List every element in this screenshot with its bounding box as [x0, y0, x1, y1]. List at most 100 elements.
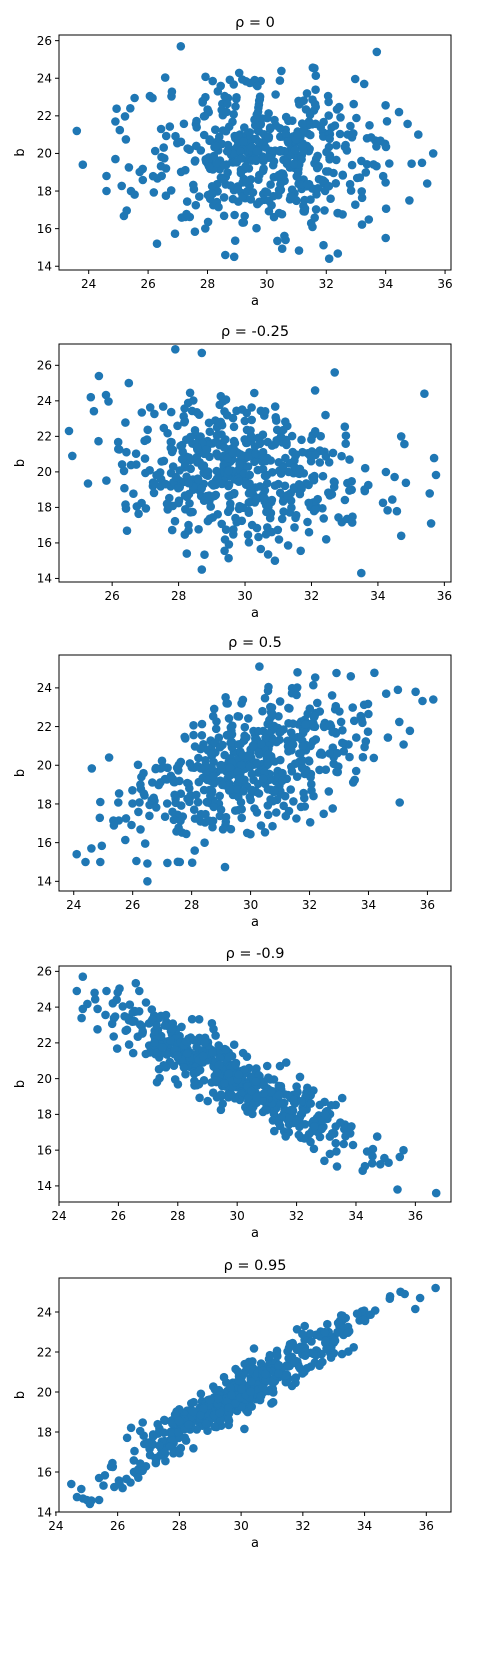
scatter-point: [221, 812, 231, 822]
scatter-point: [208, 76, 217, 86]
scatter-point: [180, 1433, 189, 1442]
scatter-point: [262, 1105, 271, 1115]
scatter-point: [321, 765, 331, 774]
scatter-point: [274, 535, 284, 544]
scatter-point: [161, 1456, 170, 1466]
scatter-point: [211, 1031, 220, 1040]
scatter-point: [310, 213, 320, 222]
scatter-point: [335, 707, 344, 716]
scatter-point: [292, 172, 302, 181]
scatter-point: [292, 683, 302, 692]
scatter-point: [109, 821, 119, 830]
scatter-point: [426, 519, 436, 528]
scatter-point: [209, 704, 219, 714]
scatter-point: [110, 1012, 120, 1021]
scatter-point: [216, 1090, 226, 1099]
scatter-point: [126, 104, 135, 113]
scatter-point: [148, 93, 157, 103]
y-tick-label: 14: [37, 875, 52, 889]
x-tick-label: 36: [437, 589, 452, 603]
scatter-point: [272, 808, 281, 817]
scatter-point: [324, 181, 334, 191]
scatter-point: [182, 549, 192, 558]
scatter-point: [275, 697, 285, 706]
y-tick-label: 22: [37, 1036, 52, 1050]
scatter-point: [240, 123, 249, 132]
scatter-point: [201, 1419, 211, 1429]
scatter-point: [151, 803, 161, 812]
scatter-point: [228, 448, 238, 458]
scatter-point: [179, 1063, 189, 1072]
scatter-point: [115, 125, 125, 135]
scatter-point: [360, 463, 370, 473]
scatter-point: [260, 767, 270, 777]
scatter-point: [78, 160, 88, 169]
scatter-point: [357, 220, 367, 229]
scatter-point: [145, 811, 154, 821]
scatter-point: [131, 978, 141, 988]
scatter-point: [372, 1132, 382, 1141]
scatter-point: [173, 1080, 183, 1089]
scatter-point: [309, 680, 318, 690]
y-tick-label: 20: [37, 1385, 52, 1399]
scatter-point: [194, 1015, 204, 1024]
scatter-point: [108, 1458, 117, 1468]
scatter-point: [216, 761, 225, 770]
scatter-point: [326, 194, 335, 203]
scatter-point: [313, 151, 322, 161]
scatter-point: [229, 110, 238, 119]
scatter-point: [174, 760, 184, 770]
scatter-point: [181, 505, 190, 514]
scatter-point: [270, 556, 280, 565]
x-tick-label: 26: [111, 1209, 126, 1223]
scatter-point: [94, 1495, 104, 1505]
scatter-point: [160, 73, 170, 82]
scatter-point: [165, 1442, 175, 1451]
scatter-point: [159, 143, 168, 152]
scatter-point: [231, 1060, 240, 1070]
scatter-point: [245, 479, 254, 488]
scatter-point: [77, 1484, 86, 1494]
scatter-point: [378, 498, 388, 508]
scatter-point: [140, 454, 150, 463]
scatter-point: [211, 125, 220, 134]
scatter-point: [348, 1140, 358, 1150]
x-tick-label: 32: [304, 589, 319, 603]
scatter-point: [333, 1328, 343, 1337]
scatter-point: [247, 436, 256, 446]
scatter-point: [250, 498, 260, 507]
scatter-point: [240, 1065, 249, 1074]
scatter-point: [204, 162, 214, 171]
chart-5: ρ = 0.95 24 26 28 30 32 34 36 14 16 18 20 22 24 a b: [13, 1258, 452, 1551]
scatter-point: [325, 720, 335, 729]
scatter-point: [185, 784, 194, 793]
scatter-point: [215, 791, 224, 801]
scatter-point: [236, 798, 246, 807]
scatter-point: [138, 1466, 147, 1475]
scatter-point: [326, 1101, 336, 1110]
scatter-point: [139, 768, 148, 778]
scatter-point: [258, 464, 268, 474]
scatter-point: [112, 104, 121, 113]
scatter-point: [293, 129, 303, 139]
scatter-point: [296, 802, 306, 812]
scatter-point: [286, 1105, 296, 1115]
scatter-point: [268, 1116, 278, 1125]
scatter-point: [359, 79, 369, 89]
scatter-point: [263, 810, 273, 820]
scatter-point: [359, 700, 369, 710]
scatter-point: [136, 825, 145, 834]
scatter-point: [134, 1473, 143, 1482]
scatter-point: [296, 749, 306, 758]
scatter-point: [279, 801, 289, 811]
scatter-point: [270, 481, 280, 490]
scatter-point: [94, 1473, 104, 1483]
x-tick-label: 36: [420, 898, 435, 912]
scatter-point: [162, 799, 172, 808]
scatter-point: [305, 110, 315, 120]
x-tick-label: 28: [171, 589, 186, 603]
scatter-point: [201, 224, 210, 233]
scatter-point: [294, 1130, 304, 1140]
scatter-point: [289, 797, 298, 806]
scatter-point: [72, 986, 82, 996]
